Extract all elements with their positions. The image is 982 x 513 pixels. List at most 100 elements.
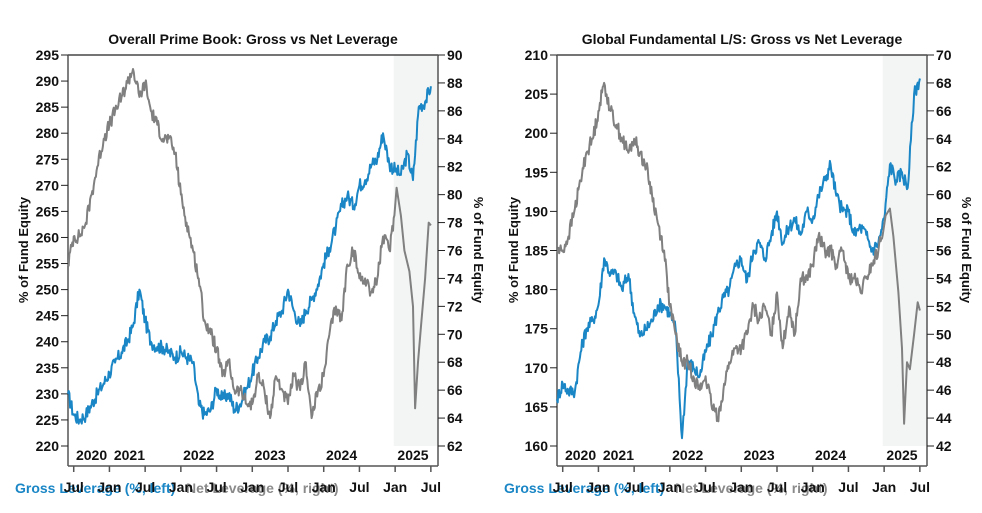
y-tick-label-right: 54 [936,270,952,286]
x-tick-label: Jul [838,479,858,495]
x-year-label: 2021 [114,447,145,463]
x-tick-label: Jan [312,479,336,495]
y-tick-label-left: 285 [36,99,60,115]
y-tick-label-left: 170 [525,360,549,376]
legend-gross: Gross Leverage (%, left) [504,480,664,496]
y-tick-label-right: 66 [447,382,463,398]
legend-net: Net Leverage (%, right) [675,480,827,496]
y-tick-label-left: 265 [36,203,60,219]
y-tick-label-right: 42 [936,438,952,454]
y-tick-label-left: 210 [525,47,549,63]
y-tick-label-left: 240 [36,334,60,350]
y-tick-label-left: 195 [525,164,549,180]
x-tick-label: Jul [910,479,930,495]
x-tick-label: Jul [695,479,715,495]
y-tick-label-left: 230 [36,386,60,402]
y-axis-label-left: % of Fund Equity [506,196,521,303]
y-tick-label-left: 290 [36,73,60,89]
y-tick-label-right: 74 [447,270,463,286]
x-tick-label: Jul [278,479,298,495]
x-tick-label: Jan [872,479,896,495]
x-tick-label: Jan [383,479,407,495]
x-tick-label: Jul [349,479,369,495]
y-tick-label-right: 48 [936,354,952,370]
gross-leverage-line [556,78,921,440]
chart-title: Overall Prime Book: Gross vs Net Leverag… [108,31,398,47]
y-tick-label-left: 245 [36,308,60,324]
y-tick-label-left: 235 [36,360,60,376]
chart-panel-global-fundamental: Global Fundamental L/S: Gross vs Net Lev… [504,31,974,496]
y-tick-label-right: 82 [447,159,463,175]
x-tick-label: Jul [767,479,787,495]
y-tick-label-left: 200 [525,125,549,141]
chart-panel-overall-prime-book: Overall Prime Book: Gross vs Net Leverag… [15,31,486,496]
x-year-label: 2020 [76,447,107,463]
y-tick-label-left: 255 [36,256,60,272]
legend-gross: Gross Leverage (%, left) [15,480,175,496]
chart-title: Global Fundamental L/S: Gross vs Net Lev… [582,31,903,47]
y-tick-label-right: 70 [447,326,463,342]
y-tick-label-left: 280 [36,125,60,141]
x-year-label: 2023 [255,447,286,463]
y-tick-label-right: 44 [936,410,952,426]
x-year-label: 2025 [397,447,428,463]
shaded-region-2025 [882,55,927,446]
y-tick-label-right: 60 [936,187,952,203]
x-tick-label: Jul [624,479,644,495]
legend-net: Net Leverage (%, right) [186,480,338,496]
y-tick-label-left: 260 [36,229,60,245]
x-tick-label: Jul [64,479,84,495]
y-tick-label-right: 72 [447,298,463,314]
y-tick-label-right: 76 [447,243,463,259]
y-tick-label-left: 175 [525,321,549,337]
x-tick-label: Jan [169,479,193,495]
x-year-label: 2025 [886,447,917,463]
y-tick-label-right: 50 [936,326,952,342]
y-tick-label-left: 275 [36,151,60,167]
y-tick-label-right: 80 [447,187,463,203]
y-tick-label-right: 66 [936,103,952,119]
x-tick-label: Jan [729,479,753,495]
y-tick-label-right: 88 [447,75,463,91]
x-tick-label: Jan [586,479,610,495]
y-tick-label-right: 86 [447,103,463,119]
y-tick-label-right: 68 [936,75,952,91]
x-tick-label: Jul [553,479,573,495]
y-tick-label-left: 205 [525,86,549,102]
y-tick-label-right: 56 [936,243,952,259]
y-tick-label-right: 46 [936,382,952,398]
y-axis-label-right: % of Fund Equity [959,197,974,304]
y-tick-label-right: 62 [936,159,952,175]
x-year-label: 2020 [565,447,596,463]
net-leverage-line [556,81,921,425]
y-tick-label-right: 68 [447,354,463,370]
y-tick-label-right: 84 [447,131,463,147]
y-axis-label-right: % of Fund Equity [471,197,486,304]
y-tick-label-right: 62 [447,438,463,454]
x-year-label: 2024 [815,447,846,463]
gross-leverage-line [67,86,432,425]
y-tick-label-right: 64 [936,131,952,147]
y-tick-label-left: 250 [36,282,60,298]
y-tick-label-right: 78 [447,215,463,231]
x-tick-label: Jul [206,479,226,495]
x-year-label: 2022 [183,447,214,463]
y-tick-label-right: 52 [936,298,952,314]
y-tick-label-right: 90 [447,47,463,63]
y-tick-label-right: 70 [936,47,952,63]
x-tick-label: Jan [801,479,825,495]
y-axis-label-left: % of Fund Equity [16,196,31,303]
x-tick-label: Jul [421,479,441,495]
x-tick-label: Jan [240,479,264,495]
y-tick-label-right: 58 [936,215,952,231]
x-tick-label: Jan [658,479,682,495]
x-tick-label: Jul [135,479,155,495]
x-tick-label: Jan [97,479,121,495]
y-tick-label-left: 190 [525,203,549,219]
y-tick-label-left: 185 [525,243,549,259]
y-tick-label-left: 160 [525,438,549,454]
x-year-label: 2021 [603,447,634,463]
y-tick-label-left: 165 [525,399,549,415]
y-tick-label-left: 225 [36,412,60,428]
